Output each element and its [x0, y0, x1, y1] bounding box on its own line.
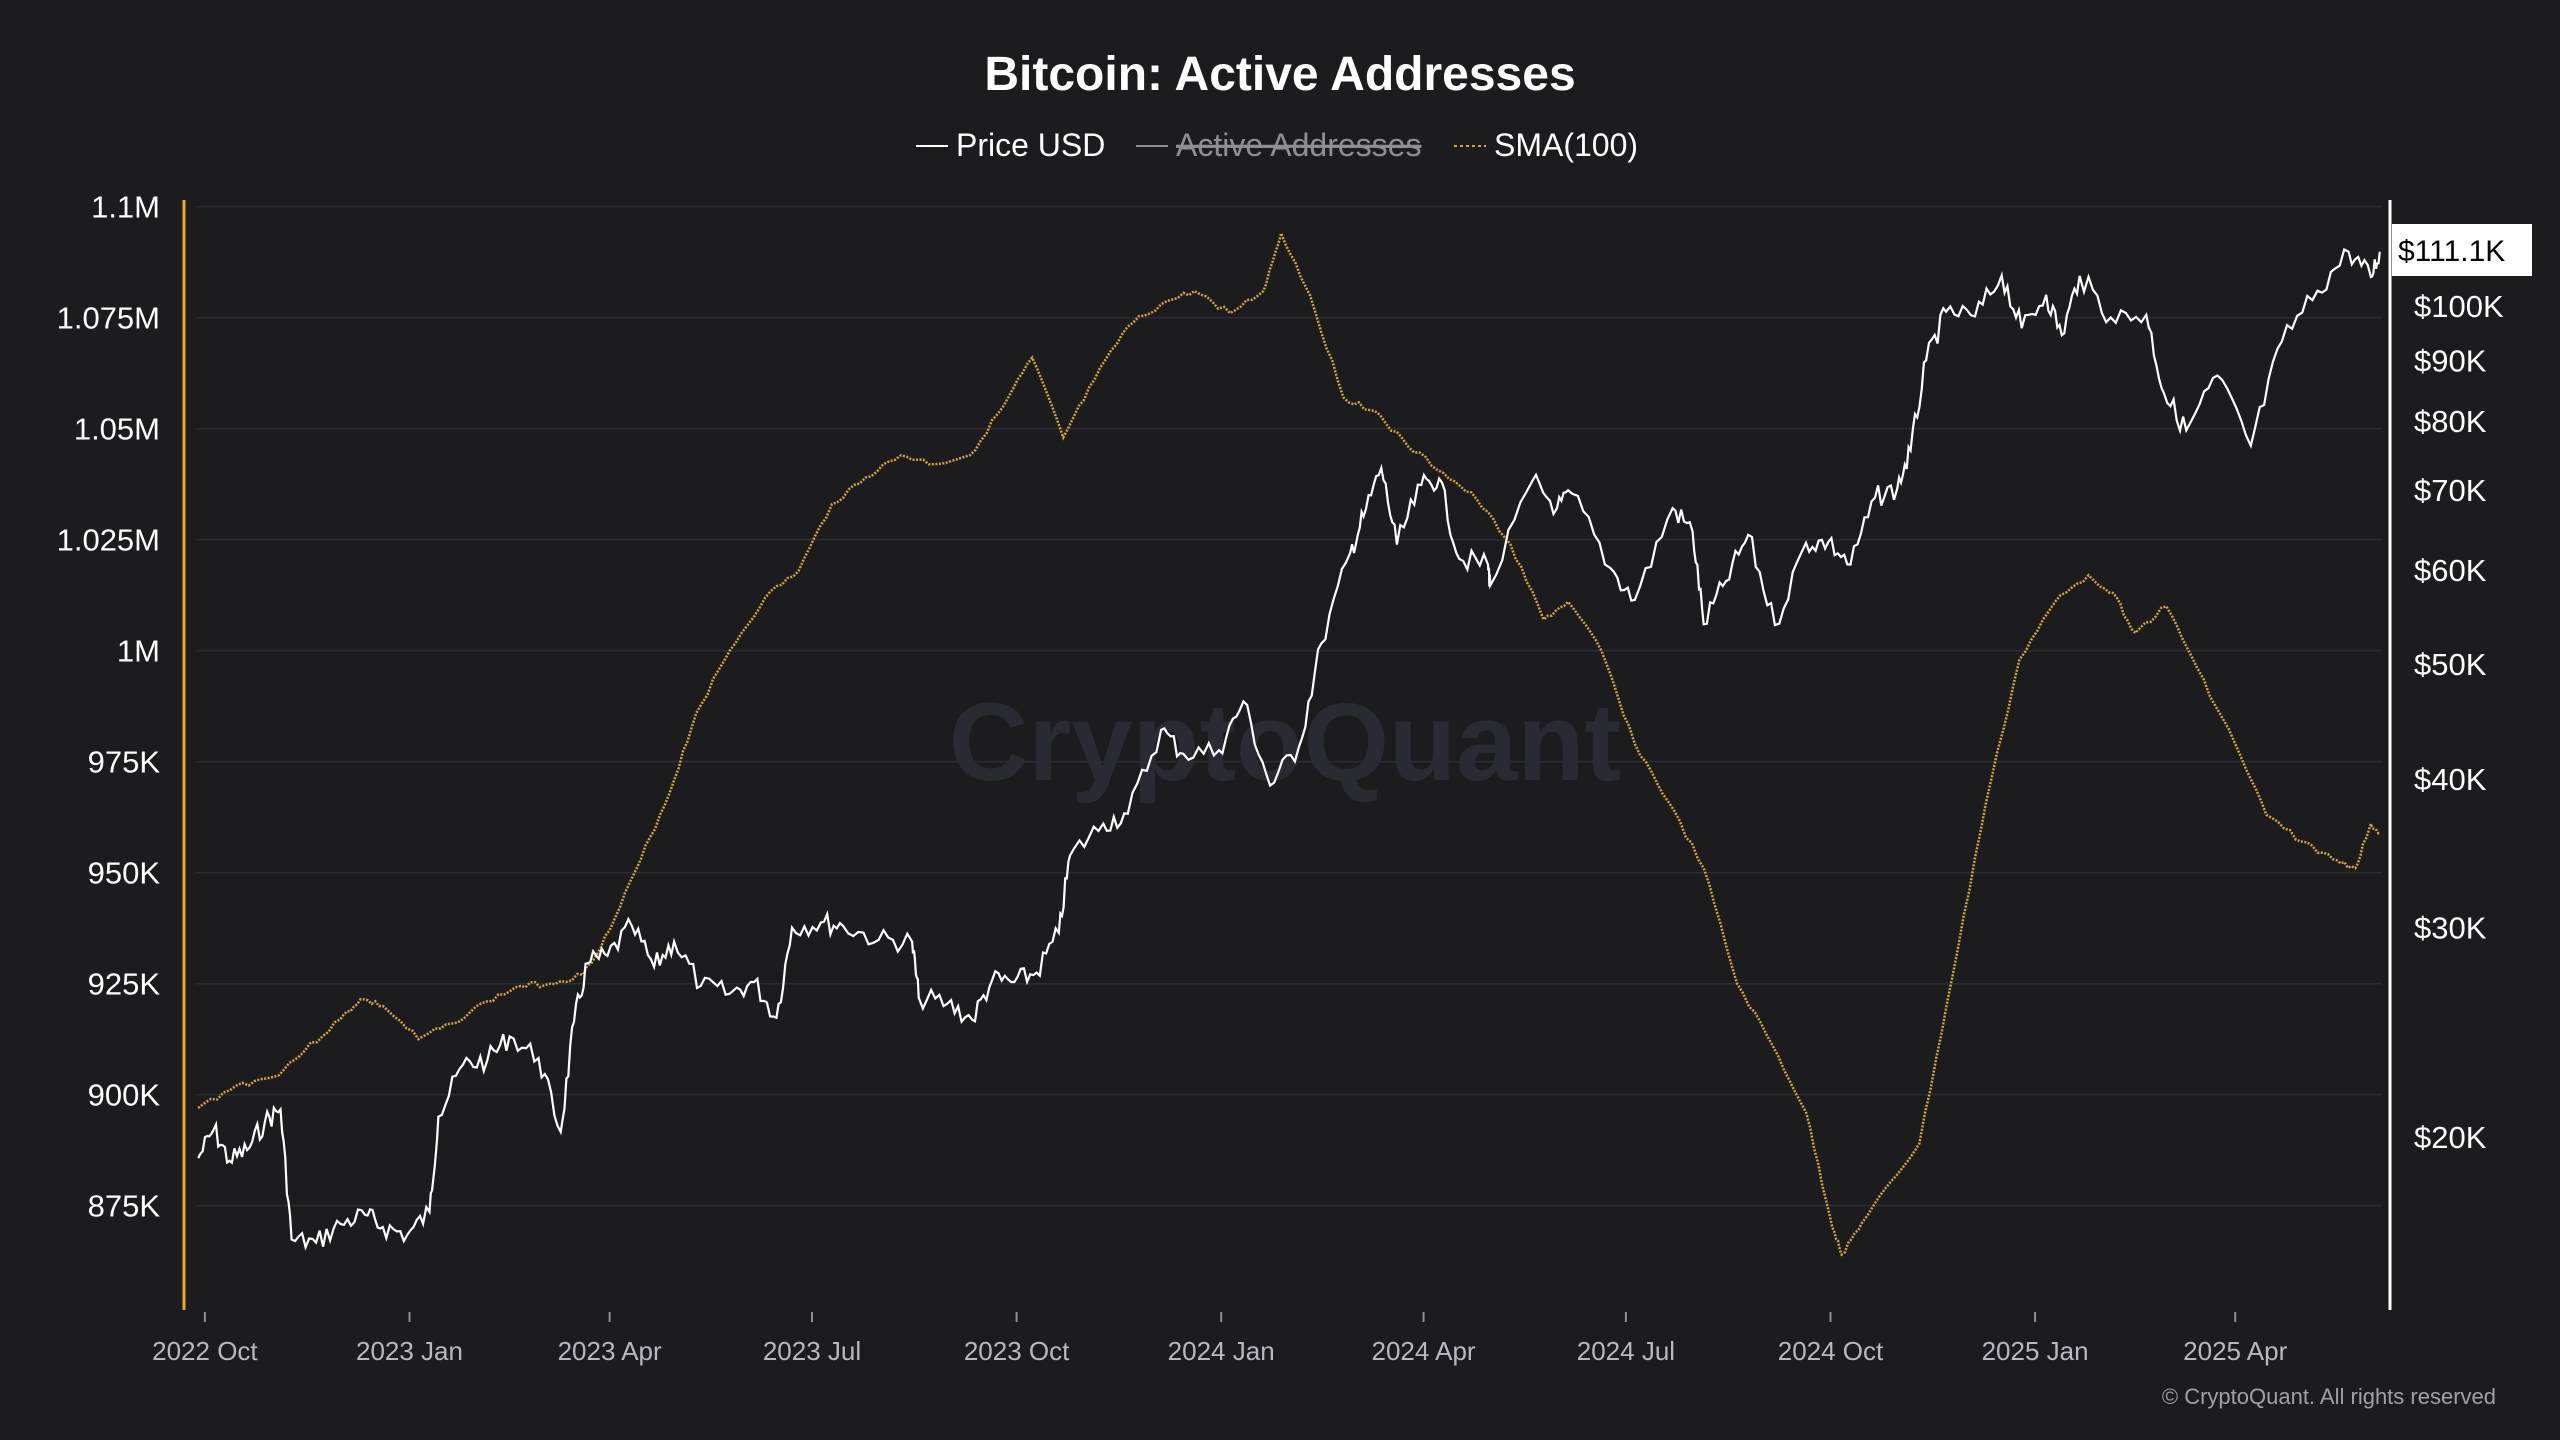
x-tick-label: 2024 Apr: [1371, 1336, 1475, 1366]
right-tick-label: $90K: [2414, 343, 2487, 378]
legend-label-sma: SMA(100): [1494, 127, 1638, 163]
x-axis-ticks: 2022 Oct 2023 Jan 2023 Apr 2023 Jul 2023 Oct…: [152, 1312, 2288, 1366]
right-tick-label: $30K: [2414, 911, 2487, 946]
left-tick-label: 875K: [88, 1189, 161, 1224]
legend-label-price: Price USD: [956, 127, 1105, 163]
current-price-label: $111.1K: [2398, 235, 2505, 268]
legend: Price USD Active Addresses SMA(100): [916, 127, 1638, 163]
current-price-badge-bg: [2392, 224, 2532, 276]
x-tick-label: 2025 Apr: [2183, 1336, 2287, 1366]
right-axis-ticks: $100K $90K $80K $70K $60K $50K $40K $30K $20K: [2414, 289, 2504, 1155]
x-tick-label: 2023 Oct: [964, 1336, 1070, 1366]
price-usd-line: [197, 247, 2381, 1251]
left-tick-label: 1.025M: [57, 523, 160, 558]
current-price-badge: $111.1K: [2392, 224, 2532, 276]
copyright-notice: © CryptoQuant. All rights reserved: [2162, 1384, 2496, 1409]
left-tick-label: 1M: [117, 634, 160, 669]
right-tick-label: $40K: [2414, 762, 2487, 797]
watermark: CryptoQuant: [949, 681, 1621, 804]
left-tick-label: 1.05M: [74, 412, 160, 447]
legend-label-active-addresses: Active Addresses: [1176, 127, 1421, 163]
sma-100-line: [197, 229, 2381, 1257]
right-tick-label: $80K: [2414, 404, 2487, 439]
left-tick-label: 950K: [88, 856, 161, 891]
legend-item-sma[interactable]: SMA(100): [1454, 127, 1638, 163]
left-tick-label: 900K: [88, 1078, 161, 1113]
legend-item-price[interactable]: Price USD: [916, 127, 1105, 163]
right-tick-label: $20K: [2414, 1120, 2487, 1155]
x-tick-label: 2024 Jul: [1577, 1336, 1675, 1366]
right-tick-label: $70K: [2414, 473, 2487, 508]
grid-lines: [196, 205, 2382, 1207]
x-tick-label: 2023 Apr: [558, 1336, 662, 1366]
left-tick-label: 1.1M: [91, 190, 160, 225]
left-axis-ticks: 1.1M 1.075M 1.05M 1.025M 1M 975K 950K 925K 900K 8…: [57, 190, 161, 1224]
right-tick-label: $100K: [2414, 289, 2504, 324]
right-tick-label: $60K: [2414, 553, 2487, 588]
left-tick-label: 1.075M: [57, 301, 160, 336]
x-tick-label: 2022 Oct: [152, 1336, 258, 1366]
left-tick-label: 925K: [88, 967, 161, 1002]
x-tick-label: 2023 Jan: [356, 1336, 463, 1366]
chart-title: Bitcoin: Active Addresses: [984, 48, 1575, 101]
x-tick-label: 2023 Jul: [763, 1336, 861, 1366]
right-tick-label: $50K: [2414, 647, 2487, 682]
x-tick-label: 2025 Jan: [1982, 1336, 2089, 1366]
left-tick-label: 975K: [88, 745, 161, 780]
legend-item-active-addresses[interactable]: Active Addresses: [1136, 127, 1421, 163]
x-tick-label: 2024 Oct: [1778, 1336, 1884, 1366]
x-tick-label: 2024 Jan: [1168, 1336, 1275, 1366]
